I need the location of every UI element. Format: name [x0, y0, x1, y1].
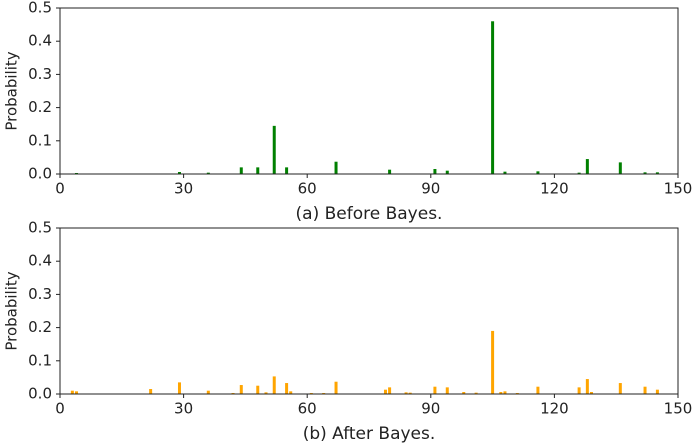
bar — [536, 386, 540, 394]
bar — [491, 330, 495, 394]
bar — [503, 171, 507, 174]
y-axis-label: Probability — [3, 271, 21, 350]
y-tick-label: 0.0 — [28, 385, 52, 403]
x-tick-label: 30 — [174, 180, 193, 198]
x-axis-caption: (a) Before Bayes. — [296, 204, 443, 224]
bar — [285, 383, 289, 394]
bar — [206, 390, 210, 394]
bar — [206, 172, 210, 174]
bar — [256, 385, 260, 394]
bar — [239, 385, 243, 394]
y-tick-label: 0.3 — [28, 285, 52, 303]
bar — [272, 376, 276, 394]
bar — [388, 169, 392, 174]
x-tick-label: 60 — [298, 400, 317, 418]
x-axis-caption: (b) After Bayes. — [303, 424, 436, 444]
bar — [491, 21, 495, 175]
y-tick-label: 0.2 — [28, 98, 52, 116]
bar — [264, 392, 268, 394]
bar — [618, 383, 622, 394]
bar — [445, 387, 449, 394]
x-tick-label: 150 — [664, 180, 693, 198]
bar — [272, 125, 276, 174]
x-tick-label: 0 — [55, 180, 65, 198]
y-tick-label: 0.5 — [28, 219, 52, 237]
bar — [239, 167, 243, 174]
bar — [618, 162, 622, 174]
y-tick-label: 0.1 — [28, 131, 52, 149]
bar — [70, 390, 74, 394]
bar — [577, 387, 581, 394]
y-tick-label: 0.5 — [28, 0, 52, 17]
bar — [585, 379, 589, 394]
y-tick-label: 0.2 — [28, 318, 52, 336]
bar — [177, 172, 181, 174]
bar — [445, 170, 449, 174]
y-axis-label: Probability — [3, 51, 21, 130]
y-tick-label: 0.4 — [28, 32, 52, 50]
bar — [536, 171, 540, 174]
bar — [334, 161, 338, 174]
x-tick-label: 120 — [540, 180, 569, 198]
bar — [503, 391, 507, 394]
bar — [655, 172, 659, 174]
bar — [404, 392, 408, 394]
bar — [74, 391, 78, 394]
bar — [585, 159, 589, 174]
x-tick-label: 120 — [540, 400, 569, 418]
bar — [474, 392, 478, 394]
bar — [577, 172, 581, 174]
bar — [643, 172, 647, 174]
x-tick-label: 150 — [664, 400, 693, 418]
bar — [655, 389, 659, 394]
bar — [334, 381, 338, 394]
y-tick-label: 0.3 — [28, 65, 52, 83]
bar — [408, 392, 412, 394]
bar — [256, 167, 260, 174]
axes-frame — [59, 7, 679, 175]
x-tick-label: 90 — [421, 400, 440, 418]
x-tick-label: 60 — [298, 180, 317, 198]
x-tick-label: 90 — [421, 180, 440, 198]
y-tick-label: 0.4 — [28, 252, 52, 270]
bar — [643, 386, 647, 394]
x-tick-label: 30 — [174, 400, 193, 418]
x-tick-label: 0 — [55, 400, 65, 418]
bar — [462, 392, 466, 394]
bar — [433, 386, 437, 394]
bar — [289, 391, 293, 394]
bar — [177, 382, 181, 394]
bar — [383, 389, 387, 394]
y-tick-label: 0.0 — [28, 165, 52, 183]
bar — [388, 387, 392, 394]
bar — [589, 392, 593, 394]
bar — [433, 169, 437, 174]
y-tick-label: 0.1 — [28, 351, 52, 369]
bar — [285, 167, 289, 174]
bar — [149, 389, 153, 394]
bar — [499, 392, 503, 394]
axes-frame — [59, 227, 679, 395]
